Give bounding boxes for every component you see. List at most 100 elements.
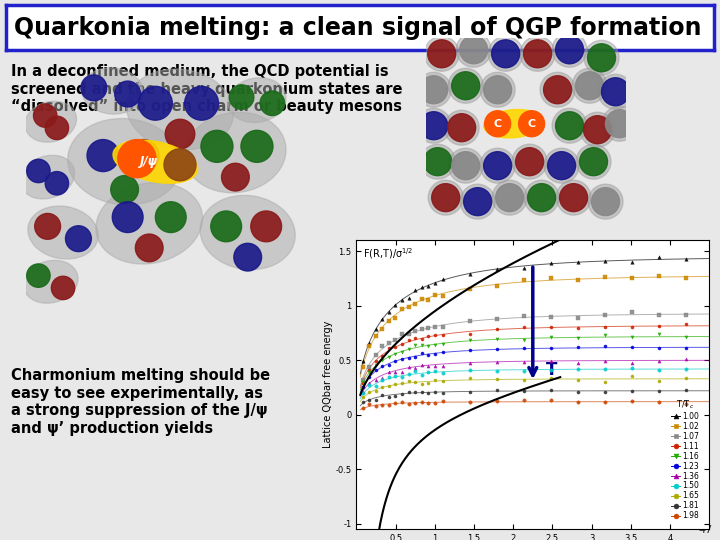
Circle shape [81,75,107,101]
Point [364,362,375,371]
Circle shape [540,72,575,107]
Point [410,363,421,372]
Circle shape [241,130,273,163]
Point [545,333,557,341]
Circle shape [518,111,544,137]
Point [383,344,395,353]
Point [518,358,529,367]
Point [377,341,388,350]
Circle shape [156,202,186,233]
Circle shape [114,81,140,107]
Circle shape [588,184,623,219]
Point [396,355,408,363]
Point [464,329,475,338]
Point [653,377,665,386]
Circle shape [492,180,527,215]
Point [402,377,414,386]
Circle shape [524,180,559,215]
Point [572,314,583,322]
Point [518,376,529,384]
Circle shape [552,108,587,143]
Point [653,330,665,339]
Point [599,356,611,365]
Point [402,293,414,302]
Point [377,390,388,399]
Ellipse shape [28,206,98,259]
Point [390,372,401,380]
Point [491,265,503,274]
Point [357,363,369,372]
Point [370,401,382,410]
Point [416,325,428,334]
Circle shape [572,68,607,103]
Point [402,302,414,311]
Point [423,350,434,359]
Circle shape [576,144,611,179]
Point [370,332,382,340]
Circle shape [87,139,119,172]
Point [357,389,369,397]
Point [599,256,611,265]
Point [626,387,637,395]
Circle shape [528,184,556,212]
Point [402,329,414,338]
Point [653,356,665,365]
Point [396,367,408,376]
Circle shape [420,112,448,140]
Point [545,322,557,331]
Circle shape [66,226,91,252]
Point [437,322,449,331]
Point [599,398,611,407]
Point [572,398,583,407]
Point [429,279,441,287]
Point [357,398,369,407]
Point [491,386,503,395]
Circle shape [460,184,495,219]
Circle shape [588,44,616,72]
Point [383,368,395,377]
Circle shape [211,211,242,242]
Circle shape [523,40,552,68]
Point [410,327,421,336]
Point [545,386,557,395]
Point [680,365,691,374]
Point [599,322,611,331]
Point [423,282,434,291]
Point [429,322,441,331]
Point [545,396,557,404]
Point [518,264,529,272]
Point [364,366,375,374]
Text: J/ψ: J/ψ [140,155,158,168]
Point [437,347,449,356]
Circle shape [448,148,483,183]
Point [626,323,637,332]
Point [396,379,408,388]
Circle shape [428,180,463,215]
Ellipse shape [228,78,286,123]
Point [429,367,441,375]
Point [626,397,637,406]
Ellipse shape [185,112,286,193]
Point [545,259,557,267]
Point [364,367,375,376]
Circle shape [484,152,512,180]
Point [357,378,369,387]
Point [626,343,637,352]
Circle shape [51,276,75,300]
Circle shape [556,112,583,140]
Point [383,316,395,325]
Circle shape [451,72,480,100]
Text: F(R,T)/σ$^{1/2}$: F(R,T)/σ$^{1/2}$ [364,246,414,261]
Point [437,340,449,349]
Circle shape [27,159,50,183]
Point [357,388,369,396]
Circle shape [420,76,448,104]
Point [653,253,665,261]
Point [390,392,401,401]
Point [680,386,691,394]
Point [390,336,401,345]
Point [626,372,637,381]
Point [416,361,428,369]
Point [491,358,503,367]
Point [410,367,421,376]
